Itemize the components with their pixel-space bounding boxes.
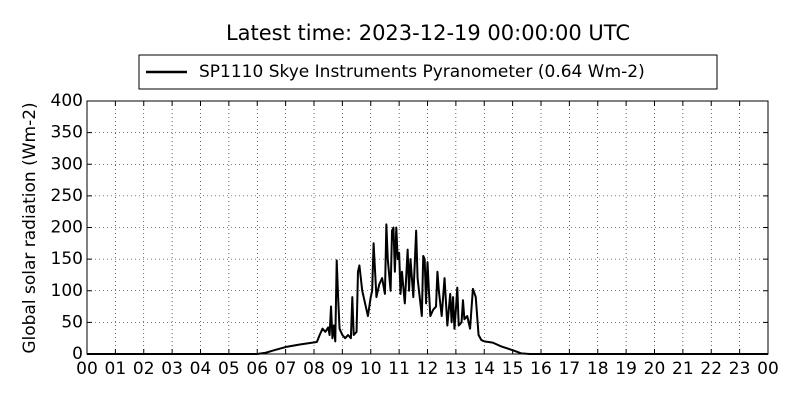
y-axis-label: Global solar radiation (Wm-2) <box>20 102 40 353</box>
y-tick-label: 50 <box>61 312 83 332</box>
x-tick-label: 14 <box>473 359 495 379</box>
x-tick-label: 00 <box>757 359 779 379</box>
y-tick-label: 350 <box>51 123 83 143</box>
x-tick-label: 22 <box>700 359 722 379</box>
y-tick-label: 200 <box>51 218 83 238</box>
x-tick-label: 01 <box>105 359 127 379</box>
x-tick-label: 20 <box>644 359 666 379</box>
y-tick-label: 250 <box>51 186 83 206</box>
x-tick-label: 12 <box>417 359 439 379</box>
chart-title: Latest time: 2023-12-19 00:00:00 UTC <box>226 21 630 45</box>
y-tick-label: 150 <box>51 249 83 269</box>
x-tick-label: 19 <box>615 359 637 379</box>
legend-box <box>138 54 718 90</box>
x-tick-label: 10 <box>360 359 382 379</box>
x-tick-label: 07 <box>275 359 297 379</box>
x-tick-label: 00 <box>76 359 98 379</box>
legend-label: SP1110 Skye Instruments Pyranometer (0.6… <box>199 62 645 82</box>
x-tick-label: 06 <box>246 359 268 379</box>
y-tick-label: 300 <box>51 154 83 174</box>
y-tick-label: 400 <box>51 91 83 111</box>
data-line <box>87 223 768 355</box>
x-tick-label: 05 <box>218 359 240 379</box>
y-tick-label: 100 <box>51 281 83 301</box>
plot-frame <box>86 100 769 355</box>
x-tick-label: 21 <box>672 359 694 379</box>
x-tick-label: 15 <box>502 359 524 379</box>
x-tick-label: 08 <box>303 359 325 379</box>
x-tick-label: 13 <box>445 359 467 379</box>
x-tick-label: 04 <box>190 359 212 379</box>
x-tick-label: 18 <box>587 359 609 379</box>
x-tick-label: 11 <box>388 359 410 379</box>
x-tick-label: 03 <box>161 359 183 379</box>
y-tick-label: 0 <box>72 344 83 364</box>
x-tick-label: 02 <box>133 359 155 379</box>
x-tick-label: 23 <box>729 359 751 379</box>
x-tick-label: 16 <box>530 359 552 379</box>
x-tick-label: 09 <box>332 359 354 379</box>
x-tick-label: 17 <box>559 359 581 379</box>
